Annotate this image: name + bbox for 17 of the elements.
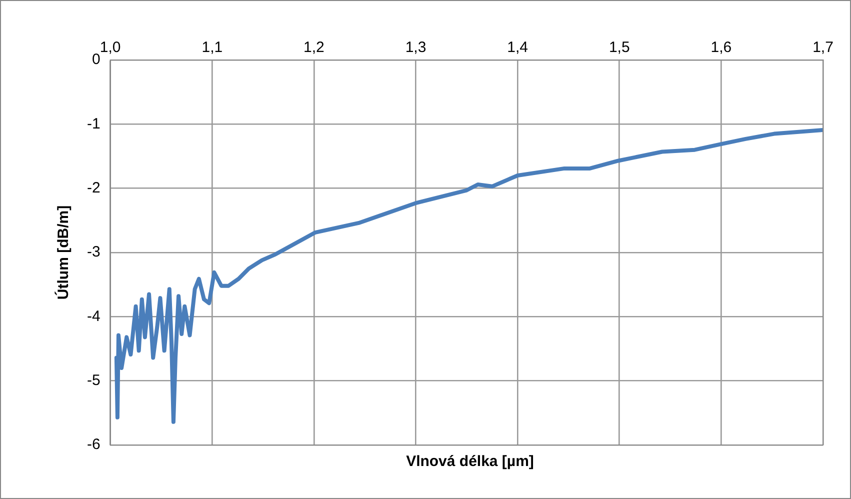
x-axis-title: Vlnová délka [µm] [405,453,535,470]
x-tick-label: 1,1 [202,39,223,56]
x-tick-label: 1,5 [608,39,630,56]
x-tick-label: 1,2 [304,39,324,56]
y-axis-title: Útlum [dB/m] [54,205,72,300]
y-tick-label: -4 [86,308,100,325]
y-tick-label: 0 [92,51,100,68]
x-tick-label: 1,7 [812,39,834,56]
y-tick-label: -6 [86,436,100,454]
y-tick-label: -3 [86,244,100,261]
x-tick-label: 1,6 [710,39,732,56]
x-tick-label: 1,3 [405,39,426,56]
y-tick-label: -5 [86,372,100,389]
y-tick-label: -1 [86,115,100,132]
y-tick-label: -2 [86,179,100,196]
x-tick-label: 1,0 [100,39,121,56]
x-tick-label: 1,4 [507,39,528,56]
